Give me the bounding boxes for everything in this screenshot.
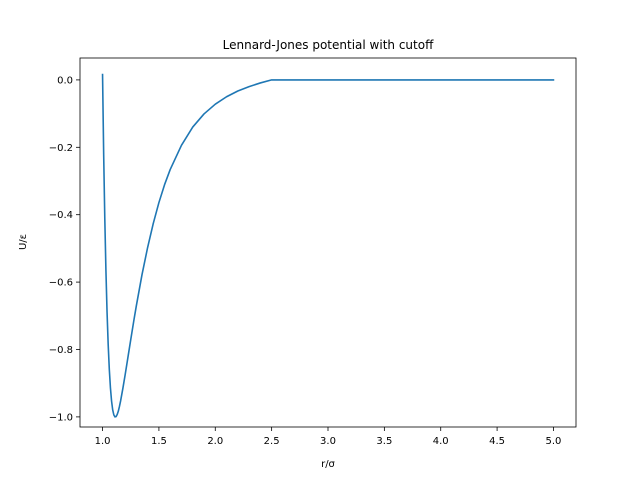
x-tick-label: 1.5: [151, 436, 167, 447]
axis-ticks: 1.0 1.5 2.0 2.5 3.0 3.5 4.0 4.5 5.0 0.0 −0.2 −0.4 −0…: [49, 75, 562, 447]
chart-title: Lennard-Jones potential with cutoff: [223, 38, 434, 52]
x-tick-label: 4.0: [433, 436, 449, 447]
plot-frame: [79, 57, 577, 428]
y-axis-label: U/ε: [18, 234, 29, 250]
y-tick-label: −0.8: [49, 345, 73, 356]
x-tick-label: 5.0: [546, 436, 562, 447]
x-axis-label: r/σ: [321, 459, 335, 470]
y-tick-label: −0.4: [49, 210, 73, 221]
x-tick-label: 1.0: [95, 436, 111, 447]
x-tick-label: 3.5: [376, 436, 392, 447]
x-tick-label: 3.0: [320, 436, 336, 447]
y-tick-label: 0.0: [57, 75, 73, 86]
y-tick-label: −0.6: [49, 278, 73, 289]
y-tick-label: −0.2: [49, 143, 73, 154]
x-tick-label: 2.5: [264, 436, 280, 447]
plot-area: [101, 73, 555, 418]
x-tick-label: 2.0: [207, 436, 223, 447]
series-line-0: [101, 73, 555, 418]
y-tick-label: −1.0: [49, 412, 73, 423]
x-tick-label: 4.5: [489, 436, 505, 447]
